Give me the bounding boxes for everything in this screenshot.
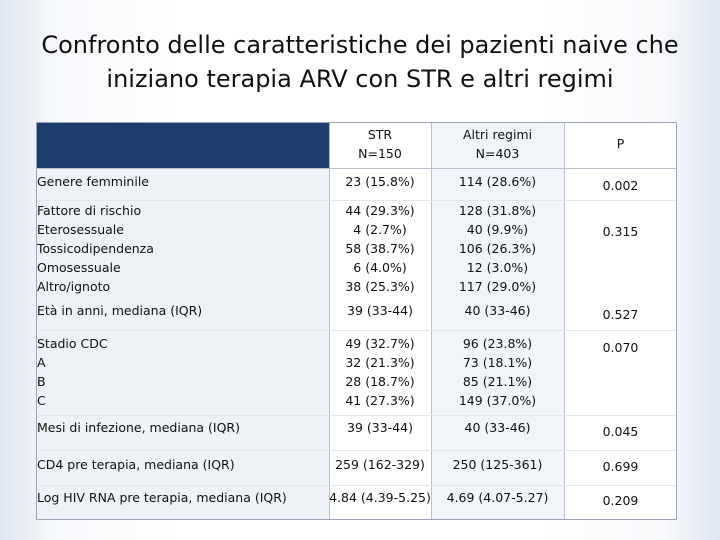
cell-p: 0.315: [602, 224, 639, 239]
cell-str: 39 (33-44): [347, 303, 413, 318]
row-divider: [36, 450, 677, 451]
cell-p: 0.699: [602, 459, 639, 474]
row-divider: [36, 415, 677, 416]
cell-str: 259 (162-329): [335, 457, 425, 472]
comparison-table: STR N=150 Altri regimi N=403 P Genere fe…: [36, 122, 677, 520]
cell-p: 0.070: [602, 340, 639, 355]
cell-altri: 40 (33-46): [464, 303, 531, 318]
column-divider: [431, 122, 432, 520]
str-column: [329, 122, 431, 520]
column-divider: [564, 122, 565, 520]
row-divider: [36, 485, 677, 486]
row-label: Stadio CDC A B C: [37, 336, 108, 408]
row-label: Log HIV RNA pre terapia, mediana (IQR): [37, 490, 287, 505]
row-label: Mesi di infezione, mediana (IQR): [37, 420, 240, 435]
table-header-band: [36, 122, 329, 168]
cell-p: 0.209: [602, 493, 639, 508]
column-divider: [329, 122, 330, 520]
row-label: Età in anni, mediana (IQR): [37, 303, 203, 318]
cell-p: 0.527: [602, 307, 639, 322]
table-frame: [36, 122, 677, 520]
cell-str: 4.84 (4.39-5.25): [329, 490, 431, 505]
cell-altri: 114 (28.6%): [458, 174, 537, 189]
row-divider: [36, 330, 677, 331]
cell-str: 49 (32.7%) 32 (21.3%) 28 (18.7%) 41 (27.…: [345, 336, 415, 408]
header-altri-regimi: Altri regimi N=403: [462, 127, 533, 161]
header-str: STR N=150: [358, 127, 402, 161]
cell-altri: 250 (125-361): [452, 457, 543, 472]
cell-p: 0.002: [602, 178, 639, 193]
row-divider: [36, 200, 677, 201]
altri-column: [431, 122, 564, 520]
cell-altri: 96 (23.8%) 73 (18.1%) 85 (21.1%) 149 (37…: [458, 336, 537, 408]
row-label: Genere femminile: [37, 174, 149, 189]
cell-altri: 4.69 (4.07-5.27): [446, 490, 549, 505]
cell-altri: 128 (31.8%) 40 (9.9%) 106 (26.3%) 12 (3.…: [458, 203, 537, 294]
cell-p: 0.045: [602, 424, 639, 439]
p-column: [564, 122, 677, 520]
cell-str: 44 (29.3%) 4 (2.7%) 58 (38.7%) 6 (4.0%) …: [345, 203, 415, 294]
cell-str: 39 (33-44): [347, 420, 413, 435]
cell-str: 23 (15.8%): [345, 174, 415, 189]
header-p: P: [616, 136, 625, 151]
row-label: Fattore di rischio Eterosessuale Tossico…: [37, 203, 154, 294]
cell-altri: 40 (33-46): [464, 420, 531, 435]
row-label: CD4 pre terapia, mediana (IQR): [37, 457, 235, 472]
slide-title: Confronto delle caratteristiche dei pazi…: [41, 31, 679, 93]
row-divider: [36, 168, 677, 169]
